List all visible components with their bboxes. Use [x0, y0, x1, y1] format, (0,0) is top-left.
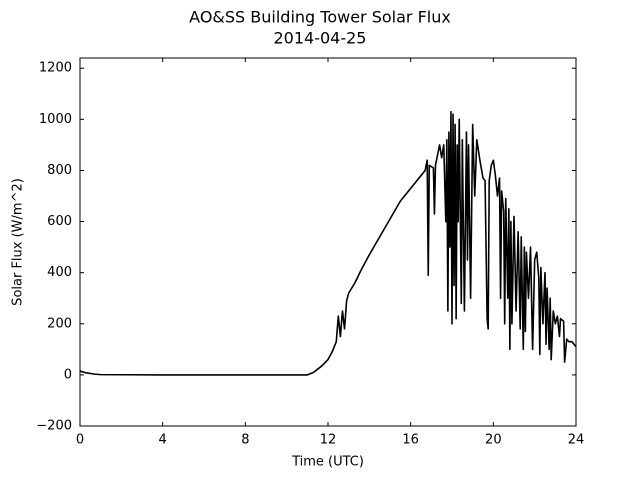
x-tick-label: 16 — [402, 433, 419, 448]
x-tick-label: 12 — [320, 433, 337, 448]
y-tick-label: 600 — [47, 214, 72, 229]
x-tick-label: 0 — [76, 433, 84, 448]
y-tick-label: 200 — [47, 316, 72, 331]
chart-title: AO&SS Building Tower Solar Flux — [189, 8, 451, 27]
x-tick-label: 8 — [241, 433, 249, 448]
y-tick-label: 1000 — [39, 112, 72, 127]
axes-frame — [79, 57, 577, 427]
y-axis-label: Solar Flux (W/m^2) — [11, 178, 26, 306]
chart-subtitle: 2014-04-25 — [274, 29, 367, 48]
y-tick-label: 0 — [64, 367, 72, 382]
x-axis-label: Time (UTC) — [291, 455, 364, 470]
y-tick-label: 800 — [47, 163, 72, 178]
x-tick-label: 20 — [485, 433, 502, 448]
y-tick-label: 400 — [47, 265, 72, 280]
y-tick-label: 1200 — [39, 61, 72, 76]
data-line — [79, 110, 577, 376]
x-tick-label: 24 — [568, 433, 585, 448]
y-tick-label: −200 — [36, 419, 72, 434]
x-tick-label: 4 — [159, 433, 167, 448]
